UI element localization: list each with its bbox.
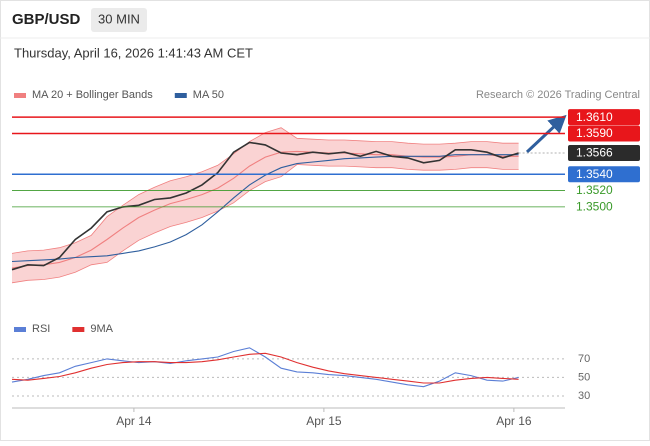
legend-swatch — [174, 93, 187, 98]
credit: Research © 2026 Trading Central — [476, 89, 640, 101]
y-tick-label: 30 — [578, 390, 590, 402]
band-upper — [11, 127, 519, 254]
x-tick-label: Apr 15 — [306, 414, 342, 428]
timestamp: Thursday, April 16, 2026 1:41:43 AM CET — [14, 45, 253, 60]
y-tick-label: 50 — [578, 371, 590, 383]
series-line — [11, 150, 519, 269]
legend-swatch — [14, 327, 26, 332]
legend-swatch — [72, 327, 85, 332]
level-box — [568, 145, 640, 162]
level-label: 1.3590 — [576, 126, 613, 140]
level-label: 1.3500 — [576, 200, 613, 214]
level-box — [568, 109, 640, 126]
series-line — [11, 352, 519, 384]
level-label: 1.3520 — [576, 183, 613, 197]
legend-label: 9MA — [90, 323, 113, 335]
x-tick-label: Apr 14 — [116, 414, 152, 428]
level-box — [568, 125, 640, 142]
band-lower — [11, 164, 519, 284]
legend-swatch — [14, 93, 26, 98]
timeframe: 30 MIN — [98, 11, 140, 26]
legend-label: RSI — [32, 323, 50, 335]
forecast-arrow — [525, 114, 567, 154]
legend-label: MA 20 + Bollinger Bands — [32, 89, 153, 101]
level-label: 1.3610 — [576, 110, 613, 124]
level-label: 1.3566 — [576, 146, 613, 160]
bollinger-band — [12, 127, 519, 283]
legend-label: MA 50 — [193, 89, 224, 101]
price-line — [11, 141, 519, 271]
timeframe-box — [91, 8, 147, 32]
level-box — [568, 166, 640, 183]
series-line — [11, 154, 519, 263]
y-tick-label: 70 — [578, 353, 590, 365]
level-label: 1.3540 — [576, 167, 613, 181]
x-tick-label: Apr 16 — [496, 414, 532, 428]
symbol: GBP/USD — [12, 11, 81, 28]
